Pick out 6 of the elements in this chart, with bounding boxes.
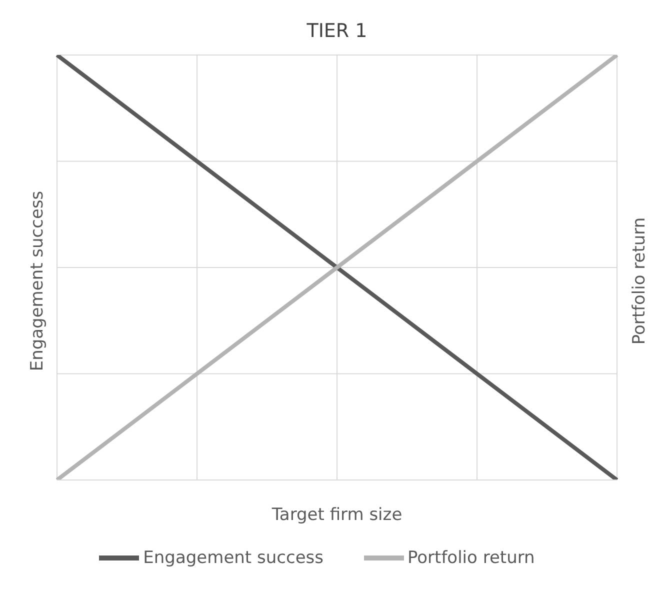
y-axis-title: Engagement success	[28, 190, 48, 372]
chart-title: TIER 1	[306, 20, 368, 42]
y2-axis-title: Portfolio return	[630, 217, 650, 345]
legend-label: Portfolio return	[408, 548, 535, 568]
legend-label: Engagement success	[143, 548, 324, 568]
x-axis-title: Target firm size	[270, 505, 402, 525]
